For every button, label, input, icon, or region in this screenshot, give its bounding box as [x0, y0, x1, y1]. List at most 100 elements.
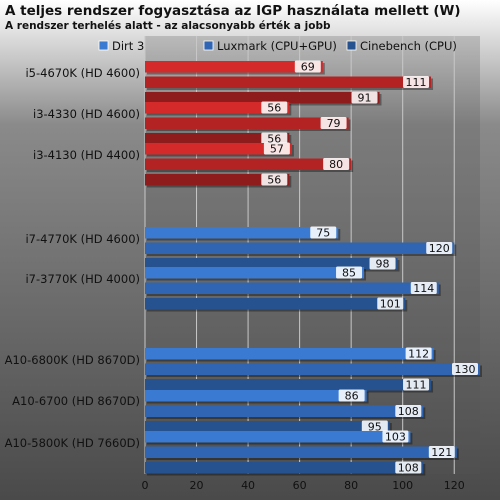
x-tick-label: 20: [190, 479, 204, 492]
category-label: i7-4770K (HD 4600): [25, 232, 140, 246]
value-label: 80: [329, 158, 343, 171]
category-labels: i5-4670K (HD 4600) i3-4330 (HD 4600) i3-41…: [5, 66, 140, 450]
bar: [145, 102, 290, 114]
value-label: 75: [316, 227, 330, 240]
value-label: 112: [408, 348, 429, 361]
category-label: i7-3770K (HD 4000): [25, 272, 140, 286]
chart-title: A teljes rendszer fogyasztása az IGP has…: [5, 3, 461, 19]
value-label-box: [323, 158, 350, 170]
value-label: 103: [385, 431, 406, 444]
value-label: 86: [345, 390, 359, 403]
legend-swatch: [98, 40, 109, 51]
bar: [145, 158, 352, 170]
value-label-box: [320, 117, 347, 129]
value-label: 111: [406, 379, 427, 392]
x-tick-label: 120: [444, 479, 465, 492]
bar: [145, 267, 365, 279]
value-label-box: [263, 142, 290, 155]
category-label: A10-6700 (HD 8670D): [12, 394, 140, 408]
x-tick-label: 80: [344, 479, 358, 492]
bar: [145, 174, 290, 186]
bars-layer: 6911191567956578056751209885114101112130…: [145, 60, 482, 476]
value-label-box: [395, 461, 422, 474]
category-label: A10-5800K (HD 7660D): [5, 436, 140, 450]
bar: [145, 227, 339, 239]
bar: [145, 133, 290, 145]
value-label: 56: [267, 174, 281, 187]
value-label: 85: [342, 267, 356, 280]
x-tick-label: 0: [142, 479, 149, 492]
value-label-box: [261, 101, 288, 114]
value-label: 95: [368, 421, 382, 434]
value-label: 69: [301, 61, 315, 74]
bar: [145, 421, 390, 433]
value-label-box: [382, 430, 409, 443]
value-label: 91: [358, 92, 372, 105]
bar: [145, 363, 480, 375]
value-label: 98: [376, 258, 390, 271]
bar: [145, 258, 398, 270]
value-label-box: [410, 282, 437, 294]
bar: [145, 61, 323, 73]
value-label-box: [351, 91, 378, 104]
value-label: 108: [398, 405, 419, 418]
bar: [145, 431, 411, 443]
x-tick-label: 100: [392, 479, 413, 492]
legend-swatch: [346, 40, 357, 51]
value-label: 101: [380, 298, 401, 311]
bar: [145, 390, 367, 402]
bar: [145, 242, 455, 254]
value-label: 56: [267, 102, 281, 115]
value-label: 56: [267, 133, 281, 146]
value-label-box: [336, 266, 363, 279]
value-label-box: [405, 347, 432, 360]
value-label: 120: [429, 242, 450, 255]
category-label: i3-4130 (HD 4400): [33, 148, 140, 162]
bar: [145, 92, 380, 104]
value-label-box: [452, 363, 478, 375]
bar: [145, 282, 439, 294]
legend-label: Dirt 3: [112, 39, 144, 53]
bar: [145, 348, 434, 360]
legend-swatch: [203, 40, 214, 51]
value-label: 57: [270, 143, 284, 156]
value-label-box: [428, 446, 455, 458]
value-label-box: [369, 257, 396, 270]
category-label: i3-4330 (HD 4600): [33, 107, 140, 121]
bar: [145, 405, 424, 417]
bar: [145, 446, 457, 458]
value-label: 130: [455, 363, 476, 376]
value-label: 114: [413, 282, 434, 295]
value-label-box: [361, 420, 388, 433]
value-label-box: [377, 297, 404, 310]
legend-label: Cinebench (CPU): [360, 39, 457, 53]
bar: [145, 298, 406, 310]
x-tick-label: 60: [293, 479, 307, 492]
value-label: 79: [327, 117, 341, 130]
value-label-box: [426, 242, 453, 254]
category-label: A10-6800K (HD 8670D): [5, 353, 140, 367]
value-label-box: [403, 76, 430, 88]
legend: Dirt 3 Luxmark (CPU+GPU) Cinebench (CPU): [98, 39, 457, 53]
category-label: i5-4670K (HD 4600): [25, 66, 140, 80]
x-axis-ticks: 0 20 40 60 80 100 120: [142, 479, 465, 492]
value-label-box: [261, 132, 288, 145]
bar: [145, 379, 432, 391]
value-label-box: [310, 226, 337, 239]
value-label: 121: [431, 446, 452, 459]
chart-subtitle: A rendszer terhelés alatt - az alacsonya…: [5, 20, 331, 32]
bar: [145, 117, 349, 129]
x-tick-label: 40: [241, 479, 255, 492]
legend-label: Luxmark (CPU+GPU): [217, 39, 337, 53]
bar: [145, 143, 292, 155]
value-label-box: [294, 60, 321, 73]
value-label-box: [395, 405, 422, 417]
value-label: 111: [406, 76, 427, 89]
bar: [145, 462, 424, 474]
bar: [145, 76, 432, 88]
value-label-box: [338, 389, 365, 402]
value-label: 108: [398, 462, 419, 475]
value-label-box: [403, 378, 430, 391]
